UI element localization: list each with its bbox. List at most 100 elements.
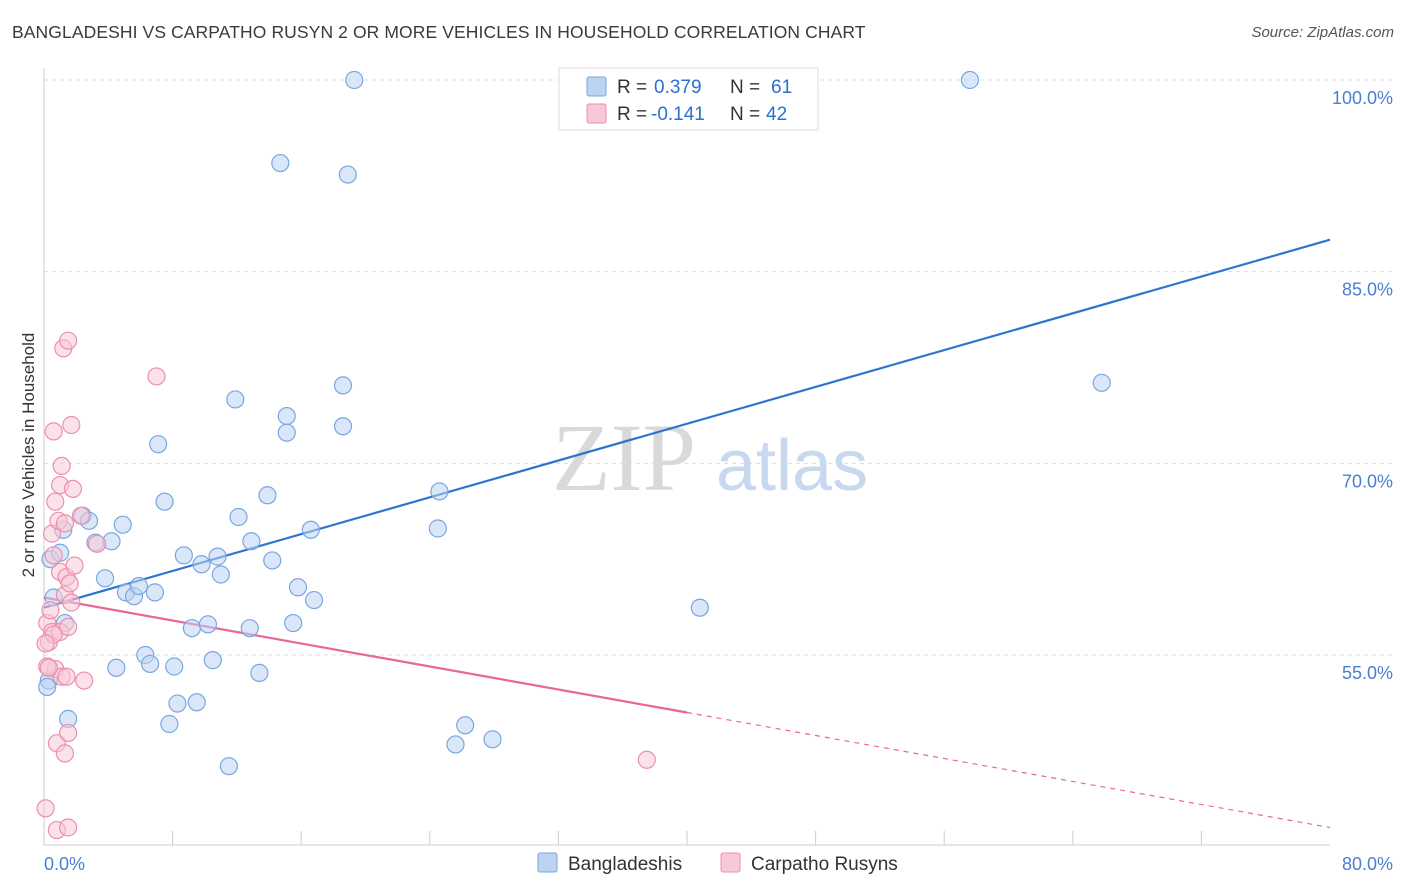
point-carpatho-rusyns [65, 556, 84, 575]
point-bangladeshis [263, 551, 282, 570]
point-bangladeshis [145, 583, 165, 602]
point-bangladeshis [155, 492, 174, 511]
point-bangladeshis [430, 482, 449, 501]
point-bangladeshis [690, 598, 709, 617]
point-carpatho-rusyns [87, 534, 107, 553]
point-bangladeshis [333, 376, 353, 395]
point-carpatho-rusyns [36, 799, 55, 818]
point-bangladeshis [229, 507, 248, 527]
point-carpatho-rusyns [59, 818, 78, 837]
legend-r-label-2: R = [617, 104, 647, 125]
point-carpatho-rusyns [55, 744, 74, 763]
point-carpatho-rusyns [59, 331, 78, 350]
stats-legend: R = 0.379 N = 61 R = -0.141 N = 42 [558, 67, 819, 131]
y-tick-label: 85.0% [1342, 280, 1393, 300]
point-bangladeshis [140, 654, 160, 674]
y-tick-label: 70.0% [1342, 471, 1393, 491]
chart-title: BANGLADESHI VS CARPATHO RUSYN 2 OR MORE … [12, 22, 866, 42]
legend-swatch-blue [586, 76, 607, 97]
point-bangladeshis [168, 694, 187, 713]
point-carpatho-rusyns [71, 506, 91, 525]
point-bangladeshis [250, 663, 269, 682]
point-bangladeshis [211, 565, 230, 584]
trend-line-carpatho-rusyns [43, 596, 688, 714]
legend-n-value-2: 42 [766, 104, 787, 125]
point-carpatho-rusyns [60, 574, 79, 593]
trend-line-extension-carpatho-rusyns [686, 711, 1331, 829]
point-bangladeshis [219, 757, 238, 776]
data-points [36, 70, 1111, 840]
point-carpatho-rusyns [41, 601, 60, 620]
point-bangladeshis [271, 153, 290, 173]
series-legend-swatch-bangladeshis [537, 852, 558, 873]
point-carpatho-rusyns [637, 750, 656, 769]
y-axis-tick-labels: 55.0% 70.0% 85.0% 100.0% [1332, 88, 1393, 683]
point-bangladeshis [240, 619, 259, 638]
point-carpatho-rusyns [55, 514, 74, 533]
legend-swatch-pink [586, 103, 607, 124]
point-carpatho-rusyns [39, 658, 58, 677]
point-bangladeshis [242, 532, 261, 551]
point-bangladeshis [277, 423, 296, 442]
point-carpatho-rusyns [44, 546, 63, 565]
series-legend-label-carpatho-rusyns: Carpatho Rusyns [751, 854, 898, 875]
point-carpatho-rusyns [59, 723, 78, 743]
trend-line-bangladeshis [43, 238, 1331, 609]
point-bangladeshis [304, 590, 324, 610]
point-bangladeshis [129, 576, 148, 596]
point-bangladeshis [107, 658, 126, 677]
x-axis-ticks [172, 831, 1202, 845]
watermark-zip: ZIP [552, 404, 696, 511]
grid-lines [44, 79, 1393, 656]
watermark: ZIP atlas [552, 404, 868, 511]
series-legend: Bangladeshis Carpatho Rusyns [537, 852, 898, 875]
point-bangladeshis [198, 615, 218, 634]
legend-r-value-1: 0.379 [654, 77, 702, 98]
legend-r-label-1: R = [617, 77, 647, 98]
legend-r-value-2: -0.141 [651, 104, 705, 125]
point-bangladeshis [483, 730, 502, 749]
point-bangladeshis [192, 555, 211, 574]
point-bangladeshis [456, 716, 475, 735]
point-bangladeshis [208, 547, 227, 566]
point-bangladeshis [277, 406, 296, 426]
point-bangladeshis [284, 613, 303, 633]
watermark-atlas: atlas [716, 426, 868, 506]
point-bangladeshis [288, 578, 308, 597]
point-bangladeshis [338, 165, 357, 184]
series-legend-label-bangladeshis: Bangladeshis [568, 854, 682, 875]
point-bangladeshis [1092, 373, 1111, 392]
point-carpatho-rusyns [46, 492, 65, 511]
point-carpatho-rusyns [36, 634, 55, 653]
point-carpatho-rusyns [62, 415, 81, 435]
legend-n-label-2: N = [730, 104, 760, 125]
point-bangladeshis [960, 70, 980, 90]
point-bangladeshis [187, 693, 206, 712]
y-tick-label: 100.0% [1332, 88, 1393, 108]
point-carpatho-rusyns [52, 456, 71, 475]
point-carpatho-rusyns [57, 667, 76, 686]
point-carpatho-rusyns [75, 671, 94, 690]
point-bangladeshis [38, 677, 57, 697]
legend-n-label-1: N = [730, 77, 760, 98]
series-legend-swatch-carpatho-rusyns [720, 852, 741, 873]
point-bangladeshis [174, 546, 193, 565]
point-bangladeshis [446, 735, 465, 754]
x-tick-label-max: 80.0% [1342, 854, 1393, 874]
point-bangladeshis [203, 651, 222, 670]
trend-lines [43, 238, 1331, 829]
point-bangladeshis [160, 714, 179, 734]
point-bangladeshis [165, 657, 184, 676]
point-bangladeshis [258, 486, 277, 505]
y-axis-title: 2 or more Vehicles in Household [19, 333, 38, 578]
point-carpatho-rusyns [147, 367, 166, 386]
point-carpatho-rusyns [62, 593, 81, 612]
point-bangladeshis [301, 520, 320, 539]
point-carpatho-rusyns [63, 479, 83, 498]
point-bangladeshis [226, 390, 245, 409]
point-bangladeshis [428, 519, 447, 538]
x-tick-label-min: 0.0% [44, 854, 85, 874]
source-credit: Source: ZipAtlas.com [1251, 24, 1394, 41]
point-carpatho-rusyns [44, 422, 63, 441]
